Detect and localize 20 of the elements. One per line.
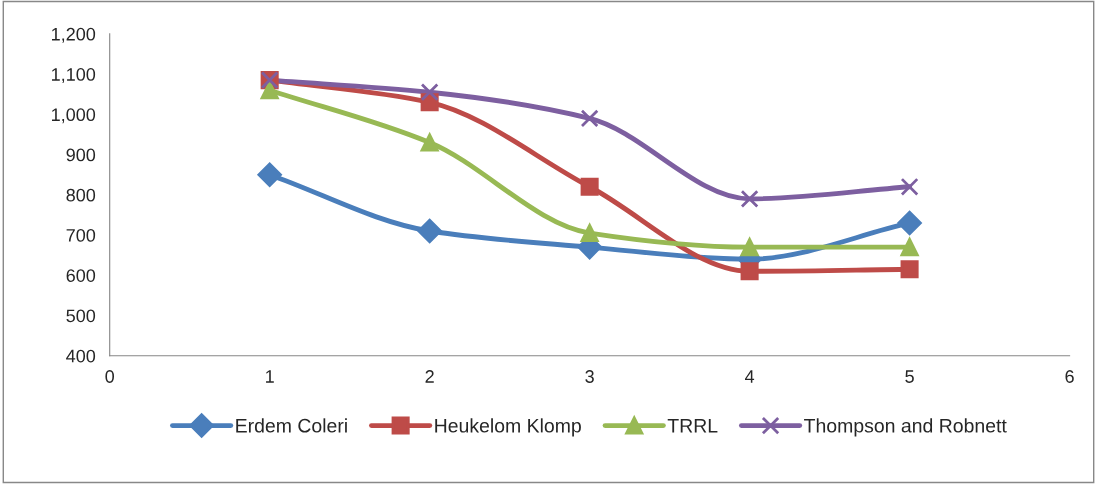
y-tick-label: 900 [66, 148, 96, 162]
y-tick-label: 1,000 [52, 108, 96, 124]
legend-label: Thompson and Robnett [804, 418, 1007, 437]
x-tick-label: 4 [745, 370, 755, 383]
y-tick-label: 600 [66, 269, 96, 282]
y-tick-label: 800 [66, 188, 96, 202]
x-tick-label: 1 [266, 370, 274, 383]
legend-label: Heukelom Klomp [435, 418, 581, 437]
y-tick-label: 500 [66, 309, 96, 323]
y-tick-label: 700 [66, 228, 96, 242]
x-tick-label: 3 [585, 370, 594, 383]
x-tick-label: 6 [1065, 370, 1074, 383]
x-tick-label: 5 [905, 370, 914, 383]
y-tick-label: 1,100 [52, 68, 96, 83]
x-tick-label: 2 [425, 370, 434, 383]
x-tick-label: 0 [105, 370, 115, 383]
y-tick-label: 1,200 [52, 27, 96, 43]
legend-label: Erdem Coleri [236, 418, 347, 433]
y-tick-label: 400 [66, 349, 96, 363]
legend-label: TRRL [667, 419, 718, 433]
